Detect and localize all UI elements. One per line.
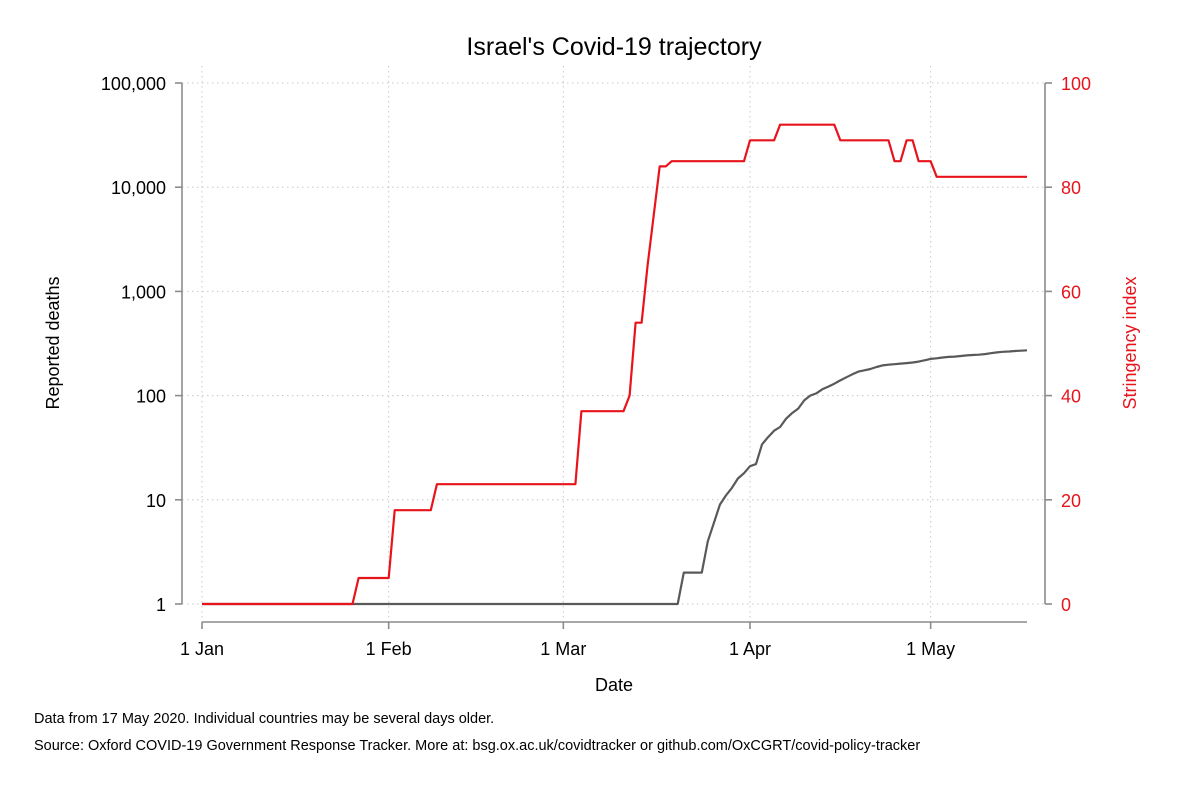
y-left-tick-label: 10,000 bbox=[111, 178, 166, 198]
y-axis-right-label: Stringency index bbox=[1120, 276, 1140, 409]
y-right-tick-label: 40 bbox=[1061, 387, 1081, 407]
y-right-tick-label: 60 bbox=[1061, 282, 1081, 302]
x-tick-label: 1 May bbox=[906, 639, 955, 659]
stringency-series-line bbox=[202, 123, 1027, 606]
y-left-tick-label: 1,000 bbox=[121, 282, 166, 302]
x-tick-label: 1 Apr bbox=[729, 639, 771, 659]
x-tick-label: 1 Mar bbox=[540, 639, 586, 659]
chart-title: Israel's Covid-19 trajectory bbox=[466, 33, 762, 61]
covid-trajectory-chart: Israel's Covid-19 trajectory 1 10 100 1,000… bbox=[43, 33, 1140, 695]
x-tick-label: 1 Jan bbox=[180, 639, 224, 659]
y-right-tick-label: 80 bbox=[1061, 178, 1081, 198]
y-right-tick-label: 20 bbox=[1061, 491, 1081, 511]
y-right-tick-label: 100 bbox=[1061, 74, 1091, 94]
y-left-tick-label: 100,000 bbox=[101, 74, 166, 94]
deaths-series-line bbox=[202, 349, 1028, 606]
y-right-tick-label: 0 bbox=[1061, 595, 1071, 615]
data-date-note: Data from 17 May 2020. Individual countr… bbox=[34, 711, 495, 727]
source-note: Source: Oxford COVID-19 Government Respo… bbox=[34, 738, 921, 754]
x-axis-label: Date bbox=[595, 675, 633, 695]
y-left-tick-label: 100 bbox=[136, 387, 166, 407]
y-left-tick-label: 10 bbox=[146, 491, 166, 511]
axes: 1 10 100 1,000 10,000 100,000 0 20 40 60 80 100 1 Ja… bbox=[101, 74, 1091, 659]
x-tick-label: 1 Feb bbox=[366, 639, 412, 659]
y-axis-left-label: Reported deaths bbox=[43, 276, 63, 409]
y-left-tick-label: 1 bbox=[156, 595, 166, 615]
series-layer bbox=[202, 123, 1028, 606]
